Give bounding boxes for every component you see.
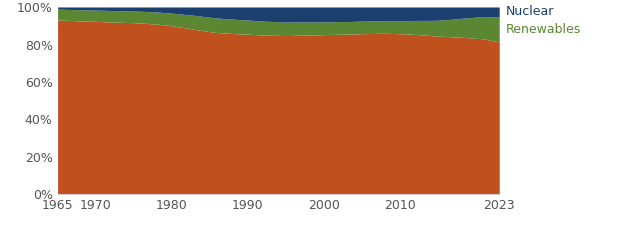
Text: Fossil Fuels: Fossil Fuels xyxy=(262,109,339,123)
Text: Nuclear: Nuclear xyxy=(506,5,554,18)
Text: Renewables: Renewables xyxy=(506,23,581,36)
